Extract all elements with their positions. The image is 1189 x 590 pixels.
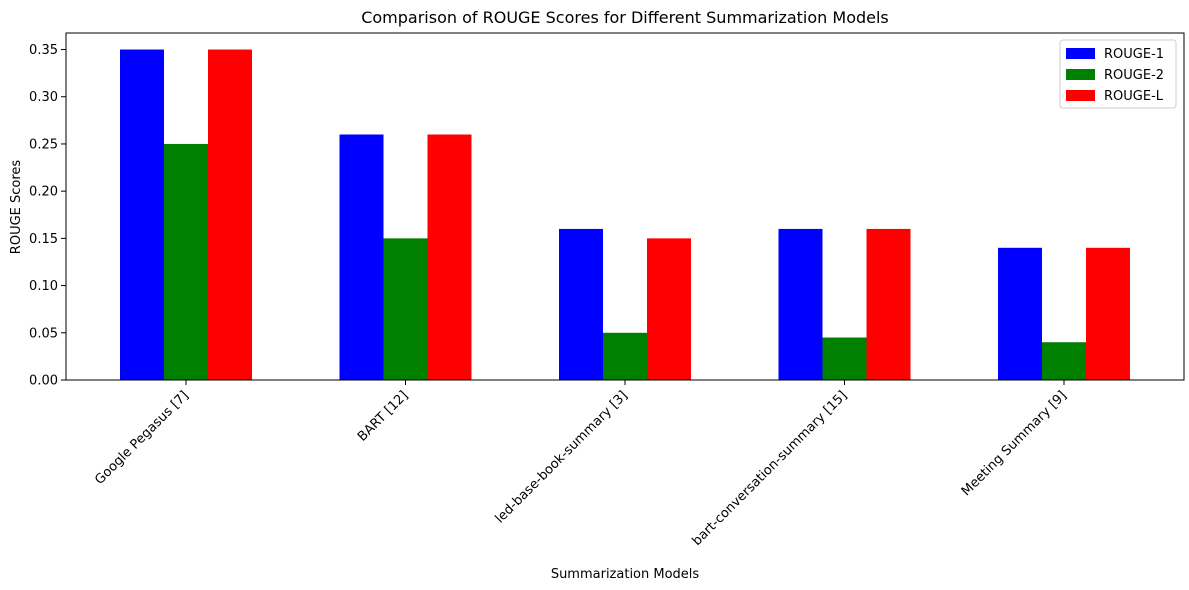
x-tick-label: Google Pegasus [7]: [92, 388, 192, 488]
bar-rouge-l-2: [647, 238, 691, 380]
bar-rouge-2-2: [603, 332, 647, 380]
y-tick-label: 0.10: [29, 279, 58, 294]
bar-rouge-1-4: [998, 247, 1042, 380]
legend-swatch: [1066, 90, 1095, 101]
y-tick-label: 0.30: [29, 90, 58, 105]
bar-rouge-1-1: [339, 134, 384, 380]
x-tick-label: Meeting Summary [9]: [959, 388, 1070, 499]
bar-rouge-2-4: [1042, 342, 1086, 380]
bar-rouge-1-0: [120, 49, 164, 381]
chart-title: Comparison of ROUGE Scores for Different…: [361, 8, 889, 27]
legend: ROUGE-1 ROUGE-2 ROUGE-L: [1059, 39, 1177, 109]
bar-rouge-l-4: [1086, 247, 1130, 380]
bar-rouge-l-3: [866, 228, 911, 380]
y-tick-label: 0.35: [29, 43, 58, 58]
bars-group: [120, 49, 1130, 381]
legend-label: ROUGE-2: [1104, 68, 1164, 83]
x-axis: Google Pegasus [7] BART [12] led-base-book…: [92, 380, 1070, 549]
x-tick-label: bart-conversation-summary [15]: [690, 388, 851, 549]
y-tick-label: 0.15: [29, 232, 58, 247]
y-axis-label: ROUGE Scores: [9, 160, 24, 255]
bar-rouge-l-1: [427, 134, 472, 380]
y-tick-label: 0.25: [29, 137, 58, 152]
legend-label: ROUGE-1: [1104, 47, 1164, 62]
y-axis: 0.00 0.05 0.10 0.15 0.20 0.25 0.30 0.35: [29, 43, 66, 389]
bar-rouge-2-1: [383, 238, 428, 380]
bar-rouge-2-3: [822, 337, 867, 380]
y-tick-label: 0.00: [29, 374, 58, 389]
legend-label: ROUGE-L: [1104, 89, 1164, 104]
y-tick-label: 0.20: [29, 185, 58, 200]
x-tick-label: BART [12]: [355, 388, 411, 444]
plot-frame: [65, 32, 1185, 381]
legend-swatch: [1066, 69, 1095, 80]
x-tick-label: led-base-book-summary [3]: [493, 388, 631, 526]
bar-rouge-2-0: [164, 143, 208, 380]
legend-swatch: [1066, 48, 1095, 59]
bar-rouge-1-2: [559, 228, 603, 380]
bar-rouge-l-0: [208, 49, 252, 381]
x-axis-label: Summarization Models: [551, 567, 700, 582]
bar-rouge-1-3: [778, 228, 823, 380]
y-tick-label: 0.05: [29, 326, 58, 341]
